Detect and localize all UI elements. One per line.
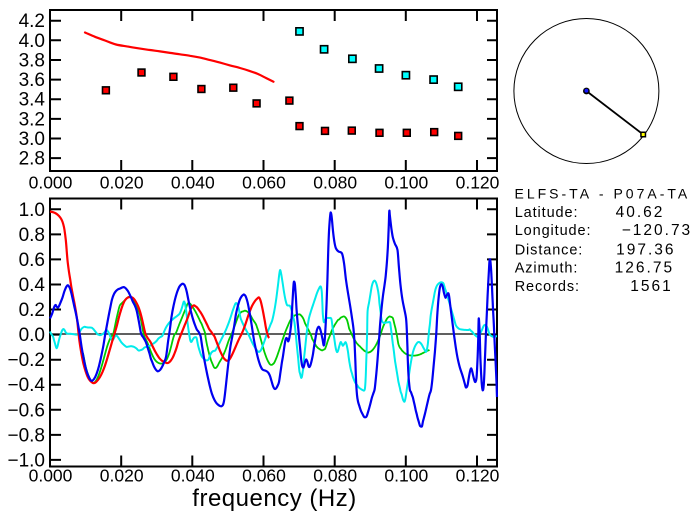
svg-text:3.6: 3.6 <box>19 70 45 91</box>
svg-text:0.060: 0.060 <box>242 466 286 486</box>
svg-text:0.040: 0.040 <box>171 466 215 486</box>
svg-text:0.6: 0.6 <box>19 250 45 271</box>
svg-text:−1.0: −1.0 <box>7 450 45 471</box>
svg-text:Azimuth:: Azimuth: <box>515 261 579 277</box>
svg-text:3.0: 3.0 <box>19 129 45 150</box>
svg-text:1.0: 1.0 <box>19 200 45 221</box>
svg-text:Longitude:: Longitude: <box>515 223 592 239</box>
svg-text:0.2: 0.2 <box>19 300 45 321</box>
svg-text:−120.73: −120.73 <box>622 222 692 239</box>
svg-text:0.100: 0.100 <box>384 173 428 193</box>
svg-text:0.060: 0.060 <box>242 173 286 193</box>
svg-text:3.8: 3.8 <box>19 51 45 72</box>
svg-text:Distance:: Distance: <box>515 242 584 258</box>
svg-text:0.8: 0.8 <box>19 225 45 246</box>
svg-text:0.120: 0.120 <box>456 466 500 486</box>
svg-text:0.120: 0.120 <box>456 173 500 193</box>
svg-text:197.36: 197.36 <box>616 241 675 258</box>
svg-text:1561: 1561 <box>630 278 672 295</box>
svg-text:0.020: 0.020 <box>100 173 144 193</box>
svg-text:40.62: 40.62 <box>616 204 665 221</box>
svg-text:−0.4: −0.4 <box>7 375 45 396</box>
svg-text:Records:: Records: <box>515 279 580 295</box>
svg-text:4.0: 4.0 <box>19 31 45 52</box>
svg-text:3.4: 3.4 <box>19 90 46 111</box>
svg-text:0.080: 0.080 <box>313 173 357 193</box>
svg-text:0.040: 0.040 <box>171 173 215 193</box>
svg-text:0.080: 0.080 <box>313 466 357 486</box>
svg-text:2.8: 2.8 <box>19 149 45 170</box>
svg-text:−0.6: −0.6 <box>7 400 45 421</box>
svg-text:−0.2: −0.2 <box>7 350 45 371</box>
svg-text:4.2: 4.2 <box>19 11 45 32</box>
svg-text:−0.8: −0.8 <box>7 425 45 446</box>
svg-text:0.000: 0.000 <box>29 466 73 486</box>
svg-text:0.020: 0.020 <box>100 466 144 486</box>
svg-text:3.2: 3.2 <box>19 109 45 130</box>
svg-text:0.0: 0.0 <box>19 325 45 346</box>
svg-text:frequency (Hz): frequency (Hz) <box>192 485 356 512</box>
svg-text:0.000: 0.000 <box>29 173 73 193</box>
svg-text:0.100: 0.100 <box>384 466 428 486</box>
svg-text:126.75: 126.75 <box>615 260 674 277</box>
svg-text:ELFS-TA - P07A-TA: ELFS-TA - P07A-TA <box>515 185 691 201</box>
svg-text:Latitude:: Latitude: <box>515 205 579 221</box>
svg-text:0.4: 0.4 <box>19 275 46 296</box>
